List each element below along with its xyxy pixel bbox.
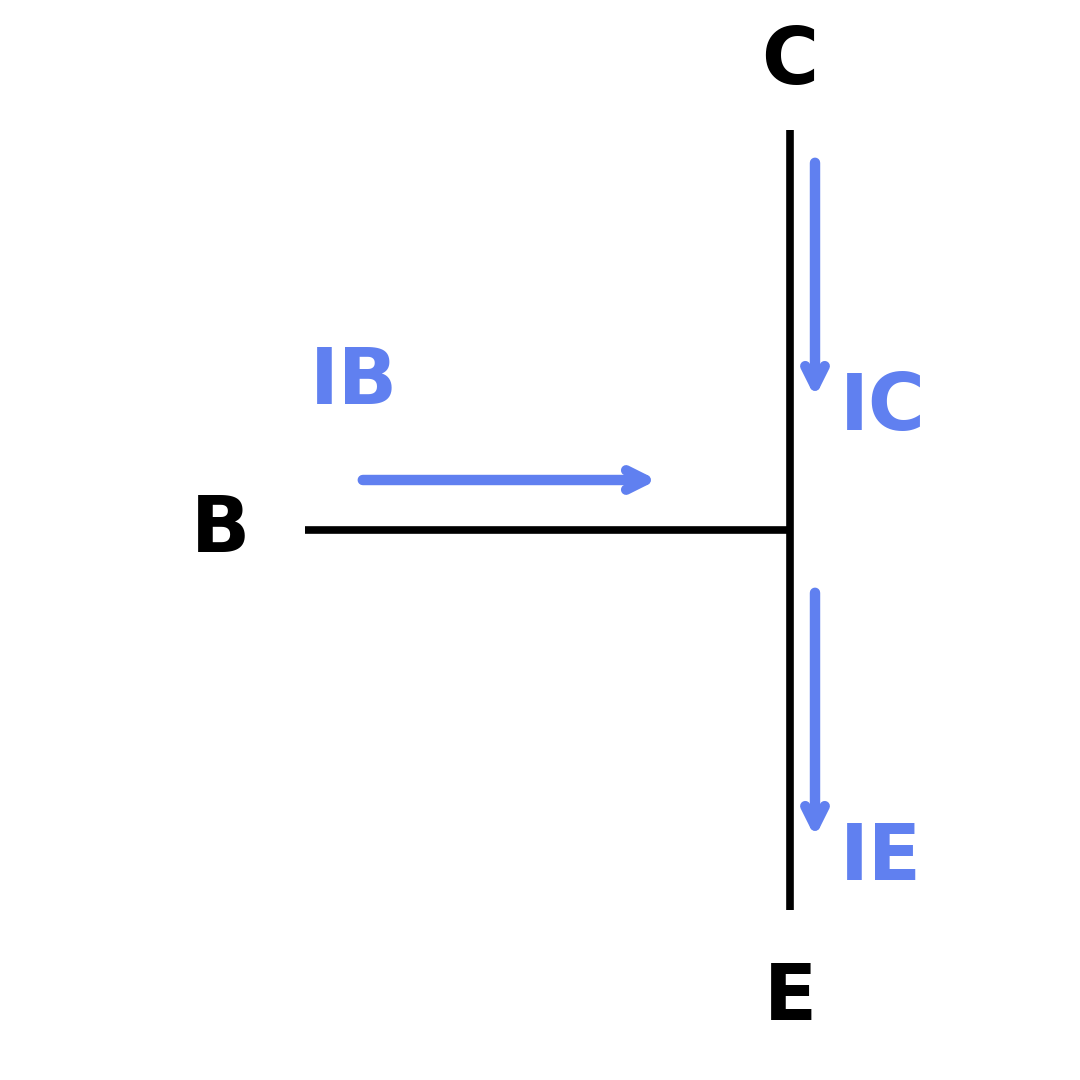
Text: E: E [764,960,816,1036]
Text: C: C [761,24,819,100]
Text: IC: IC [840,370,926,446]
Text: B: B [191,492,249,568]
Text: IE: IE [840,820,922,896]
Text: IB: IB [310,345,399,420]
